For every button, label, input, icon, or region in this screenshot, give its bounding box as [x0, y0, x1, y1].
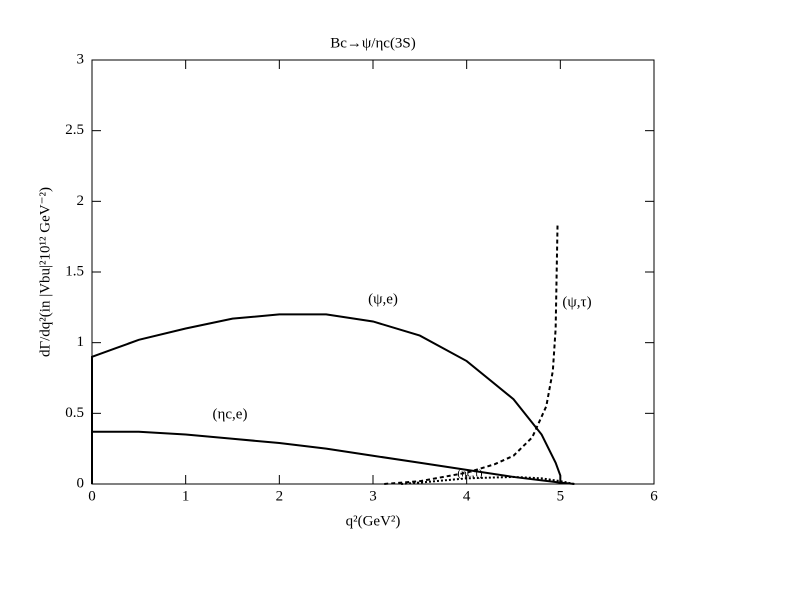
y-tick-label: 2.5 — [65, 122, 84, 138]
y-tick-label: 2 — [77, 193, 85, 209]
x-axis-label: q²(GeV²) — [346, 513, 401, 529]
x-tick-label: 1 — [182, 488, 190, 504]
series-line — [91, 313, 562, 484]
x-tick-label: 5 — [557, 488, 565, 504]
y-tick-label: 1.5 — [65, 263, 84, 279]
series-line — [384, 225, 559, 485]
x-tick-label: 2 — [276, 488, 284, 504]
series-label: (ηc,τ) — [457, 468, 482, 480]
series-line — [91, 430, 575, 485]
y-tick-label: 0.5 — [65, 405, 84, 421]
y-axis-label: dΓ/dq²(in |Vbu|²10¹² GeV⁻²) — [37, 187, 53, 357]
series-line — [401, 475, 575, 485]
y-tick-label: 1 — [77, 334, 85, 350]
series-label: (ηc,e) — [213, 406, 248, 422]
series-label: (ψ,τ) — [562, 294, 591, 310]
x-tick-label: 3 — [369, 488, 377, 504]
x-tick-label: 4 — [463, 488, 471, 504]
x-tick-label: 6 — [650, 488, 658, 504]
y-tick-label: 0 — [77, 475, 85, 491]
chart-title: Bc→ψ/ηc(3S) — [330, 35, 416, 51]
y-tick-label: 3 — [77, 51, 85, 67]
series-label: (ψ,e) — [368, 291, 398, 307]
plot-frame — [91, 59, 655, 485]
x-tick-label: 0 — [88, 488, 96, 504]
